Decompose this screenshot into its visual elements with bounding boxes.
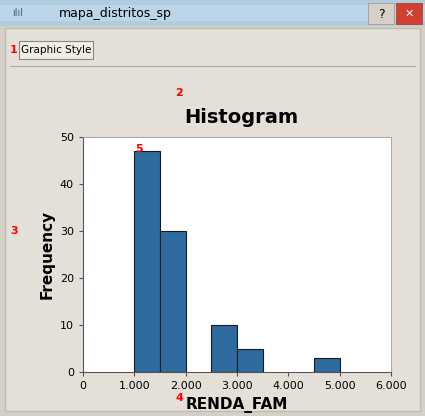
Bar bbox=[368, 3, 394, 24]
Text: 2: 2 bbox=[175, 88, 183, 98]
Bar bbox=[211, 325, 237, 372]
Text: 4: 4 bbox=[175, 393, 183, 403]
FancyBboxPatch shape bbox=[19, 41, 93, 59]
Bar bbox=[314, 358, 340, 372]
Bar bbox=[0, 0, 425, 26]
Text: Graphic Style: Graphic Style bbox=[21, 45, 91, 55]
Y-axis label: Frequency: Frequency bbox=[39, 210, 54, 300]
Bar bbox=[237, 349, 263, 372]
Text: 3: 3 bbox=[10, 226, 18, 236]
Bar bbox=[160, 231, 186, 372]
Text: 5: 5 bbox=[135, 144, 143, 154]
Text: ılıl: ılıl bbox=[12, 8, 23, 18]
Text: ✕: ✕ bbox=[404, 9, 414, 19]
Text: mapa_distritos_sp: mapa_distritos_sp bbox=[59, 7, 171, 20]
Text: 1: 1 bbox=[10, 45, 18, 55]
Text: Histogram: Histogram bbox=[184, 109, 298, 127]
Bar bbox=[134, 151, 160, 372]
Text: ?: ? bbox=[378, 7, 384, 20]
Bar bbox=[0, 5, 425, 21]
Bar bbox=[396, 3, 422, 24]
X-axis label: RENDA_FAM: RENDA_FAM bbox=[186, 397, 288, 413]
